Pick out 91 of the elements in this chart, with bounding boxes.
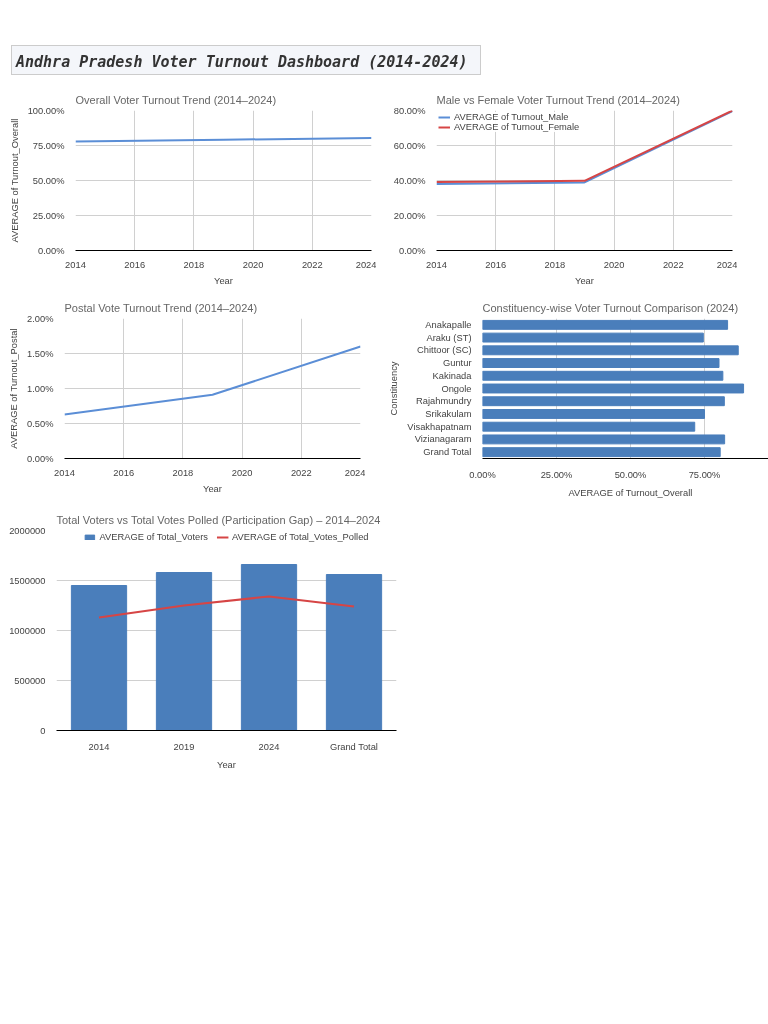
y-tick-label: 75.00% (32, 140, 65, 151)
bar (482, 319, 729, 330)
legend-label: AVERAGE of Turnout_Female (454, 122, 580, 132)
x-tick-label: 2014 (54, 467, 75, 478)
bar (482, 434, 726, 445)
legend-label: AVERAGE of Total_Voters (99, 532, 208, 542)
x-tick-label: 25.00% (540, 469, 573, 480)
bar (482, 447, 721, 458)
y-tick-label: Araku (ST) (426, 332, 472, 343)
x-tick-label: 2022 (290, 467, 312, 478)
y-tick-label: 100.00% (27, 105, 65, 116)
x-tick-label: 2024 (258, 741, 280, 752)
line-series (98, 595, 355, 619)
y-tick-label: 20.00% (393, 210, 426, 221)
y-tick-label: 25.00% (32, 210, 65, 221)
x-tick-label: 2018 (172, 467, 194, 478)
x-tick-label: 2020 (242, 259, 264, 270)
x-tick-label: 2014 (88, 741, 110, 752)
y-tick-label: 0.00% (27, 453, 54, 464)
x-tick-label: 2014 (426, 259, 447, 270)
x-axis-title: AVERAGE of Turnout_Overall (568, 487, 693, 498)
x-tick-label: 2019 (173, 741, 195, 752)
x-tick-label: 2014 (65, 259, 86, 270)
x-axis-title: Year (203, 483, 222, 494)
y-tick-label: 80.00% (393, 105, 426, 116)
x-tick-label: 50.00% (614, 469, 647, 480)
x-tick-label: Grand Total (329, 741, 378, 752)
x-axis-title: Year (575, 275, 594, 286)
y-tick-label: 1.00% (27, 383, 54, 394)
bar (482, 396, 725, 407)
x-tick-label: 2016 (113, 467, 135, 478)
legend-label: AVERAGE of Total_Votes_Polled (231, 532, 369, 542)
y-tick-label: 50.00% (32, 175, 65, 186)
y-tick-label: 0.50% (27, 418, 54, 429)
chart-title: Overall Voter Turnout Trend (2014–2024) (75, 93, 277, 106)
x-tick-label: 75.00% (688, 469, 721, 480)
y-tick-label: 2000000 (9, 525, 46, 536)
bar (325, 574, 383, 731)
y-tick-label: 1000000 (9, 625, 46, 636)
bar (482, 409, 705, 419)
x-tick-label: 2020 (231, 467, 253, 478)
y-tick-label: 0.00% (38, 245, 65, 256)
y-tick-label: Vizianagaram (414, 434, 472, 445)
chart-title: Male vs Female Voter Turnout Trend (2014–2024) (436, 93, 680, 106)
bar (482, 358, 720, 368)
y-tick-label: Chittoor (SC) (417, 345, 472, 356)
legend-label: AVERAGE of Turnout_Male (454, 112, 569, 122)
y-tick-label: 60.00% (393, 140, 426, 151)
y-tick-label: 1500000 (9, 575, 46, 586)
y-axis-title: AVERAGE of Turnout_Overall (9, 118, 20, 243)
chart-title: Total Voters vs Total Votes Polled (Participation Gap) – 2014–2024 (56, 513, 381, 526)
y-tick-label: Visakhapatnam (407, 421, 472, 432)
bar (240, 564, 298, 731)
bar (70, 585, 128, 731)
y-tick-label: 40.00% (393, 175, 426, 186)
text: Andhra Pradesh Voter Turnout Dashboard (2014-2024) (16, 52, 468, 73)
y-tick-label: Ongole (441, 383, 472, 394)
y-tick-label: 0.00% (399, 245, 426, 256)
x-tick-label: 2022 (662, 259, 684, 270)
bar (482, 370, 724, 381)
chart-title: Postal Vote Turnout Trend (2014–2024) (64, 301, 258, 314)
x-tick-label: 0.00% (469, 469, 496, 480)
y-tick-label: Grand Total (423, 447, 472, 458)
y-tick-label: Srikakulam (425, 408, 472, 419)
bar (482, 332, 704, 343)
y-tick-label: 2.00% (27, 313, 54, 324)
x-tick-label: 2016 (124, 259, 146, 270)
y-tick-label: 0 (40, 725, 46, 736)
y-tick-label: 1.50% (27, 348, 54, 359)
x-axis-title: Year (214, 275, 233, 286)
y-axis-title: AVERAGE of Turnout_Postal (9, 328, 20, 449)
chart-title: Constituency-wise Voter Turnout Comparison (2024) (482, 301, 739, 314)
x-tick-label: 2024 (716, 259, 738, 270)
y-tick-label: Guntur (442, 358, 472, 369)
x-tick-label: 2022 (301, 259, 323, 270)
y-tick-label: Rajahmundry (416, 396, 472, 407)
x-tick-label: 2016 (485, 259, 507, 270)
x-tick-label: 2018 (183, 259, 205, 270)
y-tick-label: Anakapalle (425, 319, 472, 330)
x-axis-title: Year (217, 759, 236, 770)
y-axis-title: Constituency (389, 361, 400, 416)
bar (482, 345, 739, 356)
y-tick-label: 500000 (14, 675, 46, 686)
bar (482, 421, 696, 432)
bar (155, 572, 213, 731)
y-tick-label: Kakinada (432, 370, 473, 381)
bar (482, 383, 745, 394)
x-tick-label: 2020 (603, 259, 625, 270)
x-tick-label: 2024 (344, 467, 366, 478)
x-tick-label: 2024 (355, 259, 377, 270)
x-tick-label: 2018 (544, 259, 566, 270)
